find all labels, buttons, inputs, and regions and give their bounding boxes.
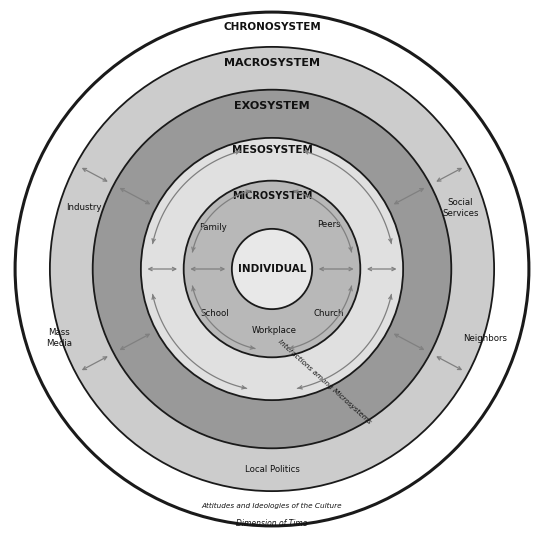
Text: CHRONOSYSTEM: CHRONOSYSTEM (223, 22, 321, 32)
Text: MACROSYSTEM: MACROSYSTEM (224, 58, 320, 68)
Circle shape (15, 12, 529, 526)
Text: Social
Services: Social Services (442, 198, 479, 217)
Text: School: School (201, 309, 230, 318)
Text: Church: Church (314, 309, 344, 318)
Circle shape (50, 47, 494, 491)
Circle shape (92, 90, 452, 448)
Circle shape (141, 138, 403, 400)
Text: Attitudes and Ideologies of the Culture: Attitudes and Ideologies of the Culture (202, 503, 342, 509)
Circle shape (232, 229, 312, 309)
Text: MICROSYSTEM: MICROSYSTEM (232, 191, 312, 201)
Text: Family: Family (199, 223, 227, 232)
Text: MESOSYSTEM: MESOSYSTEM (232, 145, 312, 154)
Text: Interactions among Microsystems: Interactions among Microsystems (277, 338, 372, 425)
Text: Industry: Industry (66, 203, 101, 213)
Text: Peers: Peers (317, 220, 341, 229)
Text: EXOSYSTEM: EXOSYSTEM (234, 101, 310, 111)
Text: Mass
Media: Mass Media (46, 328, 72, 348)
Circle shape (184, 181, 360, 357)
Text: Dimension of Time: Dimension of Time (236, 519, 308, 528)
Text: Workplace: Workplace (252, 326, 296, 335)
Text: Neighbors: Neighbors (463, 334, 507, 343)
Text: INDIVIDUAL: INDIVIDUAL (238, 264, 306, 274)
Text: Local Politics: Local Politics (245, 465, 299, 474)
